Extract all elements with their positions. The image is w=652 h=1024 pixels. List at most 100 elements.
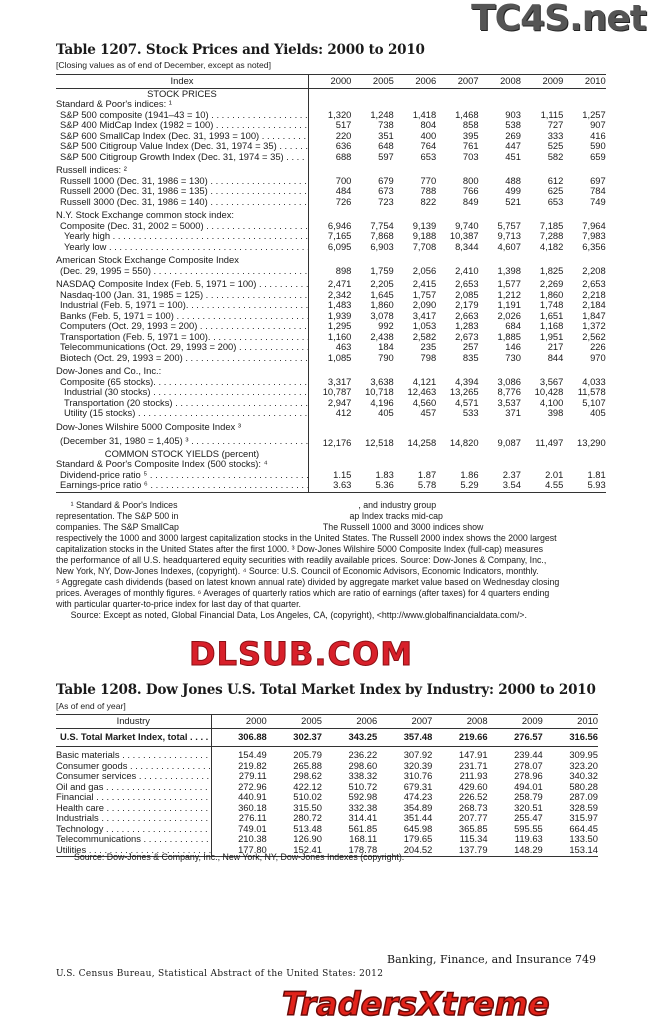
value-cell: 510.72 [348, 780, 378, 792]
value-cell: 1,295 [327, 320, 352, 331]
section-heading-row: STOCK PRICES [56, 88, 606, 99]
value-cell: 168.11 [349, 833, 378, 844]
table-row: Dividend-price ratio ⁵ 1.15 1.83 1.87 1.86 2.… [56, 468, 606, 480]
row-label: Computers (Oct. 29, 1993 = 200) [60, 321, 198, 331]
value-cell [436, 459, 478, 470]
row-label-cell: S&P 600 SmallCap Index (Dec. 31, 1993 = … [56, 130, 309, 141]
table-row: Consumer goods 219.82 265.88 298.60 320.39 23… [56, 759, 598, 771]
table-row: Banks (Feb. 5, 1971 = 100) 1,939 3,078 3,41… [56, 309, 606, 321]
table-row: Composite (Dec. 31, 2002 = 5000) 6,946 7,7… [56, 220, 606, 231]
value-cell: 3,417 [412, 309, 437, 321]
value-cell [309, 162, 352, 176]
row-label-cell: S&P 500 Citigroup Value Index (Dec. 31, … [56, 141, 309, 152]
row-label-cell: Russell 3000 (Dec. 31, 1986 = 140) [56, 196, 309, 207]
value-cell [436, 419, 478, 433]
value-cell: 231.71 [458, 759, 488, 771]
row-label: Russell 2000 (Dec. 31, 1986 = 135) [60, 186, 208, 196]
value-cell: 126.90 [293, 833, 322, 844]
row-label: Russell 3000 (Dec. 31, 1986 = 140) [60, 196, 208, 207]
table-row: S&P 400 MidCap Index (1982 = 100) 517 738 8… [56, 119, 606, 131]
row-label-cell: Yearly high [56, 231, 309, 242]
value-cell: 316.56 [542, 728, 598, 747]
value-cell: 323.20 [569, 759, 598, 771]
value-cell: 1,418 [412, 108, 437, 120]
leader-dots [99, 813, 210, 823]
value-cell: 258.79 [514, 791, 543, 802]
value-cell: 220 [335, 129, 352, 141]
leader-dots [173, 398, 308, 408]
row-label: Standard & Poor's indices: ¹ [56, 99, 172, 109]
value-cell: 653 [420, 150, 437, 162]
value-cell: 2,653 [582, 278, 606, 289]
value-cell [521, 419, 563, 433]
value-cell [309, 363, 352, 377]
value-cell: 153.14 [542, 844, 598, 857]
value-cell: 538 [505, 119, 521, 130]
row-label-cell: Financial [56, 792, 212, 803]
value-cell: 2,208 [582, 264, 606, 276]
year-header: 2005 [266, 714, 322, 729]
table-row: Biotech (Oct. 29, 1993 = 200) 1,085 790 798… [56, 352, 606, 363]
value-cell: 236.22 [348, 749, 378, 760]
value-cell: 405 [378, 407, 394, 418]
value-cell: 119.63 [514, 833, 543, 844]
group-heading-row: Dow-Jones and Co., Inc.: [56, 363, 606, 377]
value-cell: 1,115 [540, 108, 564, 120]
value-cell [436, 252, 478, 266]
row-label-cell: COMMON STOCK YIELDS (percent) [56, 448, 309, 459]
value-cell: 205.79 [293, 749, 322, 760]
value-cell [479, 449, 521, 460]
row-label-cell: (December 31, 1980 = 1,405) ³ [56, 432, 309, 449]
value-cell: 147.91 [458, 749, 488, 760]
row-label-cell: Industrials [56, 813, 212, 824]
table-row: Composite (65 stocks). 3,317 3,638 4,121 4,3… [56, 376, 606, 387]
value-cell: 2,471 [327, 278, 352, 289]
value-cell: 2,673 [455, 330, 479, 342]
value-cell: 788 [420, 185, 437, 196]
value-cell: 1,951 [539, 330, 564, 342]
row-label-cell: Dow-Jones Wilshire 5000 Composite Index … [56, 418, 309, 432]
value-cell: 178.78 [321, 844, 378, 857]
value-cell: 1,248 [370, 108, 394, 120]
value-cell: 217 [547, 341, 564, 352]
value-cell: 727 [547, 119, 564, 130]
value-cell: 1.86 [460, 468, 479, 480]
value-cell: 320.51 [514, 801, 543, 813]
value-cell: 14,820 [449, 437, 479, 448]
row-label-cell: Nasdaq-100 (Jan. 31, 1985 = 125) [56, 289, 309, 300]
value-cell: 2,663 [455, 309, 479, 321]
value-cell: 307.92 [403, 749, 433, 760]
row-label: Yearly high [64, 231, 111, 241]
value-cell: 510.02 [293, 791, 322, 802]
value-cell: 1,759 [370, 264, 394, 276]
year-header: 2000 [308, 74, 352, 89]
value-cell: 360.18 [238, 801, 267, 813]
value-cell: 340.32 [569, 770, 598, 781]
value-cell: 525 [547, 140, 564, 151]
value-cell [563, 459, 605, 470]
leader-dots [156, 377, 308, 387]
table-1208: Industry 2000 2005 2006 2007 2008 2009 2010 U.S.… [56, 714, 598, 857]
value-cell: 521 [505, 195, 521, 207]
row-label: Utility (15 stocks) [64, 408, 136, 418]
value-cell: 395 [462, 129, 479, 141]
header-row: Index 2000 2005 2006 2007 2008 2009 2010 [56, 74, 606, 89]
leader-dots [148, 480, 308, 490]
value-cell [394, 252, 436, 266]
row-label-cell: Computers (Oct. 29, 1993 = 200) [56, 321, 309, 332]
value-cell: 6,095 [327, 240, 352, 252]
value-cell [394, 419, 436, 433]
value-cell: 287.09 [569, 791, 598, 802]
value-cell [563, 252, 605, 266]
row-label: Russell 1000 (Dec. 31, 1986 = 130) [60, 175, 208, 186]
row-label-cell: Health care [56, 802, 212, 813]
group-heading-row: American Stock Exchange Composite Index [56, 252, 606, 266]
value-cell: 517 [335, 119, 352, 130]
value-cell: 488 [505, 174, 521, 186]
value-cell: 10,428 [534, 386, 564, 397]
value-cell [563, 419, 605, 433]
group-heading-row: Russell indices: ² [56, 162, 606, 176]
value-cell: 533 [462, 407, 479, 418]
value-cell: 3,078 [370, 309, 394, 321]
leader-dots [256, 278, 307, 289]
